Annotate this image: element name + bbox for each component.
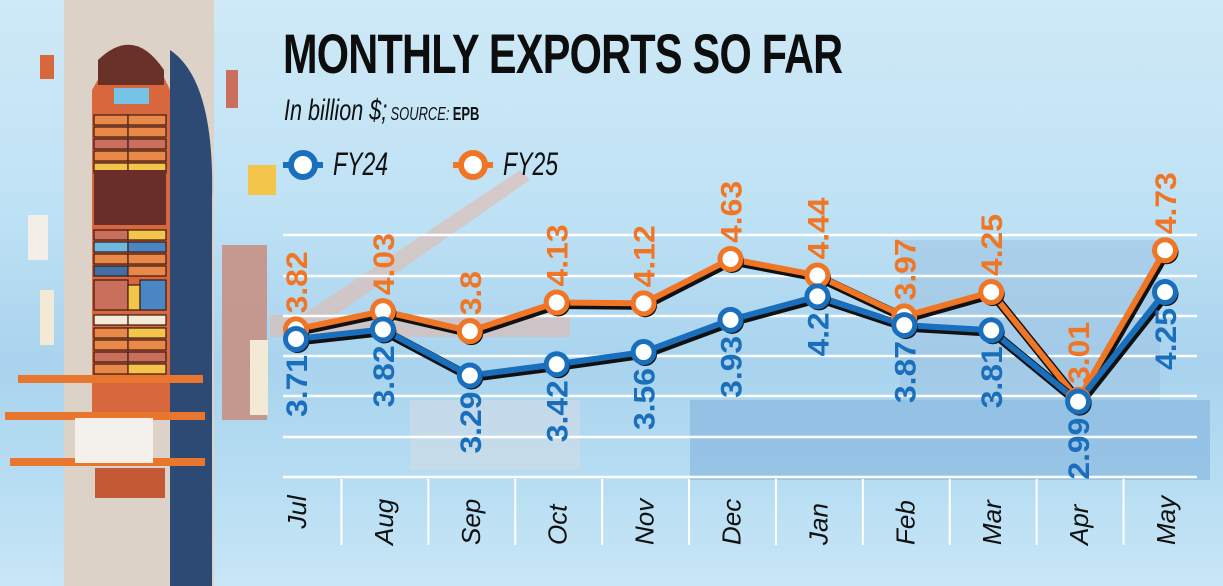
x-tick-label: Feb bbox=[890, 500, 920, 545]
data-label-fy25: 4.63 bbox=[716, 181, 749, 243]
data-point-fy25 bbox=[630, 290, 657, 317]
data-point-fy24 bbox=[630, 339, 657, 366]
data-point-fy24 bbox=[1065, 388, 1092, 415]
legend-item-fy24: FY24 bbox=[283, 146, 409, 183]
data-label-fy24: 3.93 bbox=[716, 336, 749, 398]
data-label-fy24: 3.56 bbox=[629, 368, 662, 430]
data-point-fy25 bbox=[717, 245, 744, 272]
container-ship-illustration bbox=[5, 0, 276, 586]
data-point-fy25 bbox=[978, 279, 1005, 306]
legend-label-fy24: FY24 bbox=[333, 146, 389, 182]
data-label-fy24: 3.82 bbox=[368, 345, 401, 407]
data-label-fy24: 4.2 bbox=[802, 312, 835, 356]
data-label-fy25: 4.12 bbox=[629, 225, 662, 287]
unit-label: In billion $; bbox=[284, 94, 388, 127]
data-point-fy24 bbox=[717, 306, 744, 333]
x-tick-label: May bbox=[1151, 494, 1181, 545]
x-tick-label: Oct bbox=[543, 503, 573, 545]
legend-marker-fy25-icon bbox=[453, 149, 493, 180]
data-point-fy24 bbox=[456, 362, 483, 389]
x-tick-label: Apr bbox=[1064, 503, 1094, 547]
data-point-fy24 bbox=[369, 316, 396, 343]
data-label-fy25: 4.73 bbox=[1150, 172, 1183, 234]
data-point-fy24 bbox=[891, 312, 918, 339]
legend-marker-fy24-icon bbox=[283, 149, 323, 180]
data-label-fy24: 3.42 bbox=[542, 380, 575, 442]
x-tick-label: Nov bbox=[630, 497, 660, 545]
data-label-fy24: 3.71 bbox=[281, 355, 314, 417]
data-label-fy25: 3.8 bbox=[455, 271, 488, 315]
x-tick-label: Aug bbox=[369, 498, 399, 547]
data-point-fy25 bbox=[543, 289, 570, 316]
chart-subtitle: In billion $; SOURCE: EPB bbox=[284, 96, 479, 126]
data-label-fy25: 4.44 bbox=[802, 197, 835, 259]
data-point-fy24 bbox=[978, 317, 1005, 344]
data-label-fy24: 2.99 bbox=[1063, 418, 1096, 480]
x-tick-label: Jan bbox=[803, 503, 833, 546]
data-point-fy25 bbox=[456, 318, 483, 345]
legend-item-fy25: FY25 bbox=[453, 146, 579, 183]
data-point-fy24 bbox=[804, 283, 831, 310]
x-tick-label: Sep bbox=[456, 499, 486, 545]
legend-label-fy25: FY25 bbox=[503, 146, 559, 182]
data-label-fy24: 3.87 bbox=[889, 341, 922, 403]
data-point-fy24 bbox=[543, 351, 570, 378]
data-label-fy24: 4.25 bbox=[1150, 308, 1183, 370]
source-value: EPB bbox=[452, 104, 480, 124]
data-point-fy25 bbox=[804, 262, 831, 289]
data-label-fy25: 4.13 bbox=[542, 224, 575, 286]
data-label-fy25: 3.01 bbox=[1063, 322, 1096, 384]
source-label: SOURCE: bbox=[390, 104, 450, 124]
data-label-fy24: 3.81 bbox=[976, 346, 1009, 408]
data-label-fy24: 3.29 bbox=[455, 392, 488, 454]
data-point-fy25 bbox=[1152, 237, 1178, 264]
x-tick-label: Jul bbox=[282, 494, 312, 529]
chart-title: MONTHLY EXPORTS SO FAR bbox=[283, 22, 843, 85]
data-label-fy25: 3.97 bbox=[889, 238, 922, 300]
data-label-fy25: 4.25 bbox=[976, 214, 1009, 276]
x-tick-label: Dec bbox=[717, 499, 747, 545]
data-point-fy24 bbox=[1152, 279, 1178, 306]
x-tick-label: Mar bbox=[977, 499, 1007, 545]
data-label-fy25: 3.82 bbox=[281, 251, 314, 313]
data-label-fy25: 4.03 bbox=[368, 233, 401, 295]
data-point-fy24 bbox=[283, 326, 309, 352]
